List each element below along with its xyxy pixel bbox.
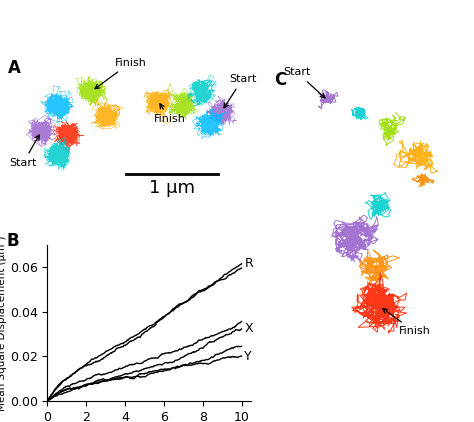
Text: Finish: Finish <box>95 57 146 89</box>
Text: Start: Start <box>9 135 39 168</box>
Text: 1 μm: 1 μm <box>149 179 195 197</box>
Text: Start: Start <box>224 74 256 108</box>
Text: X: X <box>245 322 253 335</box>
Text: Finish: Finish <box>383 308 430 336</box>
Text: Y: Y <box>245 350 252 362</box>
Y-axis label: Mean Square Displacement (μm²): Mean Square Displacement (μm²) <box>0 235 7 411</box>
Text: B: B <box>7 232 19 250</box>
Text: R: R <box>245 257 253 271</box>
Text: Start: Start <box>283 67 325 98</box>
Text: A: A <box>8 59 20 77</box>
Text: Finish: Finish <box>154 104 186 124</box>
Text: C: C <box>274 71 286 89</box>
